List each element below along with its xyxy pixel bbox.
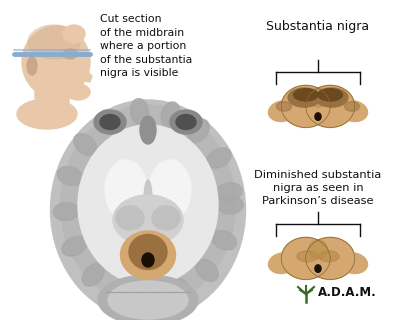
Ellipse shape <box>142 286 160 312</box>
Ellipse shape <box>344 102 360 111</box>
Ellipse shape <box>50 100 246 320</box>
Ellipse shape <box>53 203 79 220</box>
Ellipse shape <box>63 49 77 59</box>
Ellipse shape <box>339 101 368 122</box>
Ellipse shape <box>288 88 321 107</box>
Ellipse shape <box>17 99 77 129</box>
Ellipse shape <box>105 160 147 220</box>
Ellipse shape <box>306 85 355 127</box>
Ellipse shape <box>276 102 292 111</box>
Text: A.D.A.M.: A.D.A.M. <box>318 285 377 299</box>
Ellipse shape <box>268 253 297 274</box>
Ellipse shape <box>116 206 144 230</box>
Ellipse shape <box>315 265 321 272</box>
Ellipse shape <box>113 195 183 245</box>
Ellipse shape <box>130 99 148 124</box>
Ellipse shape <box>339 253 368 274</box>
Ellipse shape <box>306 237 355 279</box>
Ellipse shape <box>308 88 328 107</box>
Ellipse shape <box>196 259 218 281</box>
Ellipse shape <box>66 84 90 100</box>
Ellipse shape <box>315 113 321 120</box>
Ellipse shape <box>100 110 120 134</box>
Ellipse shape <box>62 236 87 256</box>
Ellipse shape <box>281 237 330 279</box>
Ellipse shape <box>216 183 242 201</box>
Ellipse shape <box>268 101 297 122</box>
Ellipse shape <box>315 88 348 107</box>
Ellipse shape <box>78 125 218 285</box>
Ellipse shape <box>27 57 37 75</box>
Ellipse shape <box>176 115 196 130</box>
Ellipse shape <box>140 116 156 144</box>
Ellipse shape <box>63 25 85 43</box>
Ellipse shape <box>308 240 328 259</box>
Text: Substantia nigra: Substantia nigra <box>266 20 370 33</box>
Polygon shape <box>80 67 92 82</box>
Ellipse shape <box>110 281 130 306</box>
Ellipse shape <box>319 251 339 262</box>
Ellipse shape <box>294 89 318 101</box>
Text: Cut section
of the midbrain
where a portion
of the substantia
nigra is visible: Cut section of the midbrain where a port… <box>100 14 192 78</box>
Ellipse shape <box>129 235 167 269</box>
Ellipse shape <box>170 110 202 134</box>
Ellipse shape <box>161 102 180 127</box>
Ellipse shape <box>22 26 90 98</box>
Ellipse shape <box>57 166 83 185</box>
Ellipse shape <box>108 281 188 319</box>
Ellipse shape <box>212 230 236 250</box>
Ellipse shape <box>144 180 152 220</box>
Ellipse shape <box>28 25 80 59</box>
Ellipse shape <box>120 231 176 279</box>
Text: Diminished substantia
nigra as seen in
Parkinson’s disease: Diminished substantia nigra as seen in P… <box>254 170 382 206</box>
Ellipse shape <box>152 206 180 230</box>
Ellipse shape <box>149 160 191 220</box>
Ellipse shape <box>217 196 243 214</box>
Ellipse shape <box>207 148 231 168</box>
Ellipse shape <box>60 105 236 305</box>
Ellipse shape <box>318 89 342 101</box>
Ellipse shape <box>142 253 154 267</box>
Ellipse shape <box>94 110 126 134</box>
Ellipse shape <box>82 263 104 286</box>
Ellipse shape <box>172 278 191 303</box>
Ellipse shape <box>297 251 317 262</box>
Ellipse shape <box>100 115 120 130</box>
Ellipse shape <box>74 134 97 156</box>
Ellipse shape <box>188 119 209 143</box>
Ellipse shape <box>98 275 198 320</box>
Ellipse shape <box>281 85 330 127</box>
FancyBboxPatch shape <box>35 87 69 121</box>
